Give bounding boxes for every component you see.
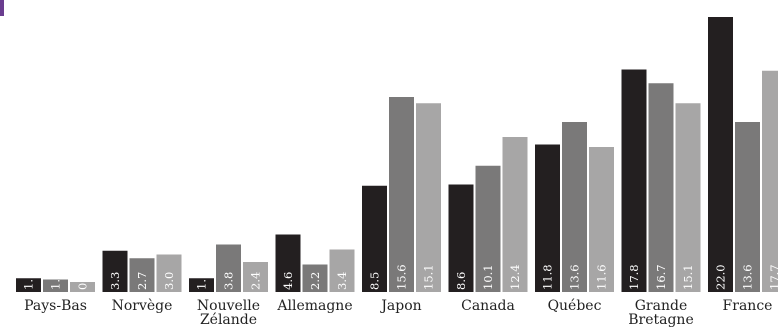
- category-label: Norvège: [112, 298, 173, 314]
- bar: [389, 97, 414, 292]
- bar-value-label: 0.8: [76, 272, 90, 290]
- bar-value-label: 17.7: [768, 264, 778, 290]
- bar: [329, 249, 355, 292]
- corner-accent-mark: [0, 0, 4, 16]
- bar-value-label: 3.3: [108, 272, 122, 290]
- category-label: Grande: [635, 298, 688, 314]
- bar-value-label: 13.6: [568, 264, 582, 290]
- bar-value-label: 15.1: [681, 264, 695, 290]
- bar-value-label: 2.7: [135, 272, 149, 290]
- category-label: France: [723, 298, 773, 314]
- bar: [362, 185, 387, 292]
- bar: [189, 278, 214, 292]
- category-label: Québec: [548, 298, 602, 314]
- category-label: Zélande: [200, 312, 257, 328]
- bar: [735, 122, 760, 292]
- bar-value-label: 11.6: [595, 264, 609, 290]
- bar: [648, 83, 674, 292]
- bar-value-label: 17.8: [627, 264, 641, 290]
- bar: [621, 69, 647, 292]
- bar: [302, 264, 328, 292]
- category-label: Japon: [379, 298, 421, 314]
- bar: [535, 144, 560, 292]
- bar: [448, 184, 474, 292]
- bars-layer: [16, 17, 778, 292]
- bar-value-label: 8.6: [454, 272, 468, 290]
- bar-value-label: 10.1: [481, 264, 495, 290]
- bar-value-label: 4.6: [281, 272, 295, 290]
- bar-value-label: 1.1: [22, 272, 36, 290]
- bar: [416, 103, 441, 292]
- bar: [589, 147, 614, 292]
- bar: [43, 279, 68, 292]
- bar-value-label: 22.0: [714, 264, 728, 290]
- bar: [70, 282, 95, 292]
- bar: [243, 262, 268, 292]
- bar-value-label: 3.8: [222, 272, 236, 290]
- bar: [762, 70, 778, 292]
- bar: [156, 254, 182, 292]
- bar: [216, 244, 241, 292]
- bar: [102, 250, 128, 292]
- bar-value-label: 11.8: [541, 264, 555, 290]
- bar-value-label: 12.4: [508, 264, 522, 290]
- category-label: Allemagne: [276, 298, 352, 314]
- category-label: Nouvelle: [197, 298, 260, 314]
- bar-value-label: 13.6: [741, 264, 755, 290]
- bar: [129, 258, 155, 292]
- bar: [475, 165, 501, 292]
- bar-value-label: 3.4: [335, 272, 349, 290]
- bar-value-label: 1.0: [49, 272, 63, 290]
- category-label: Canada: [461, 298, 515, 314]
- category-label: Bretagne: [628, 312, 694, 328]
- value-labels-layer: 1.1 1.0 0.8 3.3 2.7 3.0 1.1 3.8 2.4 4.6 2.2 3.4 8.5 1…: [22, 264, 778, 290]
- bar-value-label: 8.5: [368, 272, 382, 290]
- bar: [16, 278, 41, 292]
- bar: [502, 137, 528, 292]
- bar-value-label: 2.2: [308, 272, 322, 290]
- bar-value-label: 15.1: [422, 264, 436, 290]
- bar: [275, 234, 301, 292]
- bar-value-label: 2.4: [249, 272, 263, 290]
- category-label: Pays-Bas: [24, 298, 87, 314]
- bar: [675, 103, 701, 292]
- bar: [708, 17, 733, 292]
- bar-value-label: 15.6: [395, 264, 409, 290]
- bar-value-label: 16.7: [654, 264, 668, 290]
- bar-value-label: 1.1: [195, 272, 209, 290]
- bar: [562, 122, 587, 292]
- bar-value-label: 3.0: [162, 272, 176, 290]
